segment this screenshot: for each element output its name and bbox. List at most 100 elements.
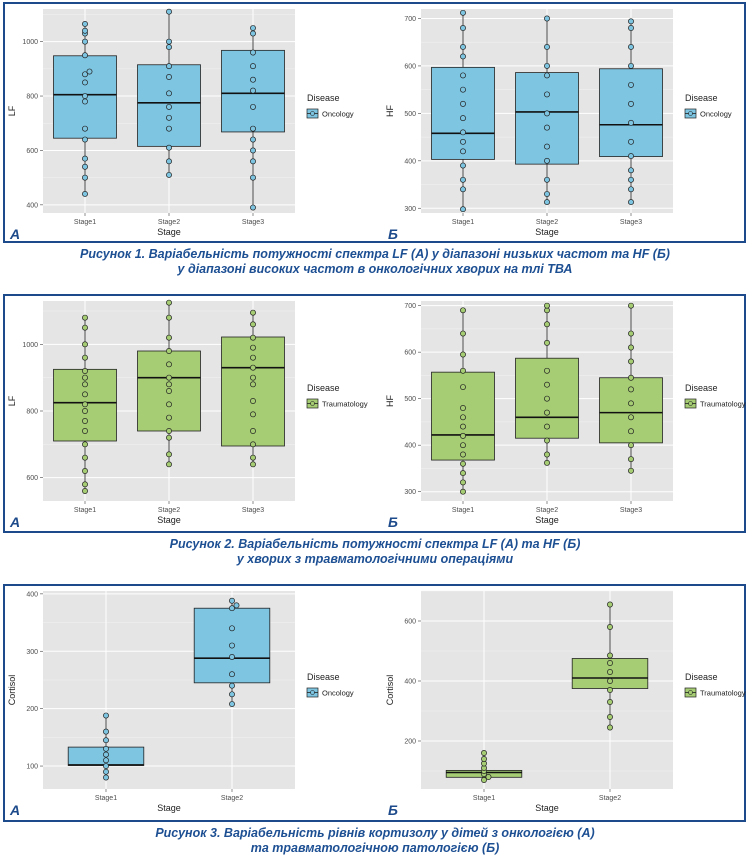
- legend-title: Disease: [307, 672, 340, 682]
- data-point: [103, 757, 109, 764]
- data-point: [166, 361, 172, 368]
- data-point: [628, 18, 634, 25]
- data-point: [460, 115, 466, 122]
- y-axis-title: LF: [7, 395, 17, 406]
- data-point: [229, 605, 235, 612]
- data-point: [460, 330, 466, 337]
- chart-2a: 600 800 1000 Stage1 Stage2 Stage3 Stage LF Disea…: [5, 297, 370, 533]
- data-point: [544, 62, 550, 69]
- y-tick-label: 200: [404, 739, 416, 746]
- data-point: [82, 374, 88, 381]
- data-point: [250, 381, 256, 388]
- legend-title: Disease: [307, 93, 340, 103]
- data-point: [460, 432, 466, 439]
- y-tick-label: 600: [404, 63, 416, 70]
- chart-1b-svg: 300 400 500 600 700 Stage1 Stage2 Stage3 Stage HF…: [385, 9, 732, 242]
- data-point: [250, 398, 256, 404]
- data-point: [166, 388, 172, 394]
- legend-item-label: Traumatology: [322, 400, 368, 409]
- data-point: [82, 71, 88, 78]
- data-point: [82, 27, 88, 34]
- y-tick-label: 300: [26, 649, 38, 656]
- legend-item-label: Oncology: [322, 110, 354, 119]
- data-point: [250, 147, 256, 154]
- data-point: [229, 625, 235, 632]
- x-axis-title: Stage: [535, 803, 559, 813]
- legend-item-label: Traumatology: [700, 400, 746, 409]
- y-axis-title: Cortisol: [385, 675, 395, 706]
- data-point: [166, 461, 172, 468]
- data-point: [103, 763, 109, 769]
- data-point: [544, 302, 550, 309]
- data-point: [250, 63, 256, 70]
- data-point: [460, 460, 466, 467]
- data-point: [460, 100, 466, 107]
- data-point: [250, 374, 256, 381]
- data-point: [460, 129, 466, 136]
- data-point: [82, 368, 88, 374]
- data-point: [82, 155, 88, 162]
- legend-key-point: [310, 401, 315, 406]
- x-tick-label: Stage1: [74, 219, 96, 226]
- data-point: [229, 642, 235, 649]
- x-tick-label: Stage3: [242, 507, 264, 514]
- x-tick-label: Stage2: [158, 507, 180, 514]
- data-point: [628, 119, 634, 126]
- data-point: [628, 358, 634, 365]
- data-point: [481, 756, 487, 762]
- data-point: [628, 442, 634, 449]
- legend-key-point: [310, 111, 315, 116]
- data-point: [628, 167, 634, 174]
- data-point: [607, 669, 613, 675]
- x-tick-label: Stage3: [242, 219, 264, 226]
- caption-line: у діапазоні високих частот в онкологічни…: [177, 262, 573, 276]
- data-point: [166, 348, 172, 354]
- data-point: [460, 186, 466, 193]
- data-point: [460, 162, 466, 169]
- data-point: [166, 299, 172, 306]
- chart-3b: 200 400 600 Stage1 Stage2 Stage Cortisol Diseas…: [383, 587, 746, 821]
- data-point: [82, 408, 88, 414]
- data-point: [166, 63, 172, 70]
- data-point: [544, 124, 550, 131]
- data-point: [166, 414, 172, 421]
- data-point: [250, 125, 256, 132]
- data-point: [628, 44, 634, 50]
- y-tick-label: 100: [26, 764, 38, 771]
- data-point: [82, 125, 88, 132]
- data-point: [628, 386, 634, 393]
- box-stage1: [431, 66, 495, 160]
- box-stage2: [515, 72, 579, 165]
- data-point: [628, 344, 634, 351]
- data-point: [250, 461, 256, 468]
- data-point: [544, 143, 550, 150]
- data-point: [460, 44, 466, 50]
- data-point: [229, 682, 235, 689]
- x-tick-label: Stage1: [473, 795, 495, 802]
- data-point: [166, 103, 172, 110]
- data-point: [250, 321, 256, 328]
- x-tick-label: Stage1: [95, 795, 117, 802]
- x-tick-label: Stage2: [536, 507, 558, 514]
- data-point: [166, 171, 172, 178]
- data-point: [82, 454, 88, 461]
- chart-3a-svg: 100 200 300 400 Stage1 Stage2 Stage Cortisol Dis…: [7, 591, 354, 818]
- data-point: [103, 768, 109, 775]
- data-point: [607, 601, 613, 608]
- data-point: [628, 199, 634, 206]
- data-point: [166, 44, 172, 51]
- chart-1a: 400 600 800 1000 Stage1 Stage2 Stage3 Stage LF Di…: [5, 5, 370, 245]
- data-point: [86, 68, 93, 75]
- data-point: [460, 488, 466, 495]
- figure-3-caption: Рисунок 3. Варіабельність рівнів кортизо…: [0, 826, 750, 856]
- data-point: [544, 15, 550, 22]
- data-point: [460, 25, 466, 31]
- data-point: [166, 428, 172, 434]
- panel-letter: Б: [388, 514, 398, 530]
- panel-letter: А: [9, 514, 20, 530]
- y-tick-label: 700: [404, 303, 416, 310]
- legend-title: Disease: [685, 672, 718, 682]
- data-point: [460, 9, 466, 16]
- data-point: [250, 76, 256, 83]
- data-point: [460, 405, 466, 411]
